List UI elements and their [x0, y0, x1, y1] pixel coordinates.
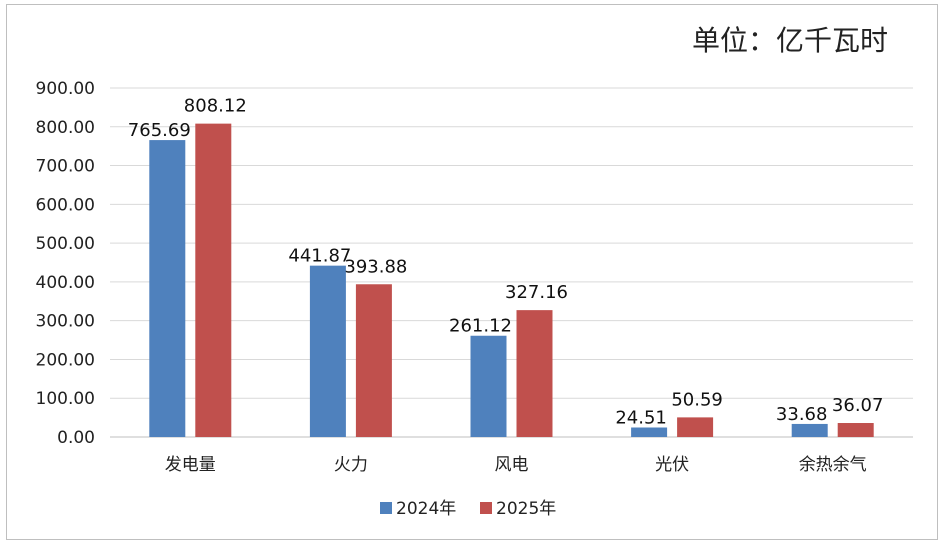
data-label: 24.51: [615, 407, 667, 428]
y-tick-label: 700.00: [36, 157, 95, 177]
data-label: 808.12: [184, 96, 247, 117]
y-tick-label: 800.00: [36, 118, 95, 138]
legend: 2024年 2025年: [380, 499, 556, 519]
y-tick-label: 900.00: [36, 79, 95, 99]
data-label: 36.07: [832, 395, 884, 416]
bar-series2: [837, 423, 874, 437]
data-label: 261.12: [449, 316, 512, 337]
x-axis-categories: 发电量 火力 风电 光伏 余热余气: [165, 455, 867, 475]
data-label: 393.88: [344, 256, 407, 277]
data-label: 327.16: [505, 282, 568, 303]
data-label: 441.87: [288, 246, 351, 267]
bar-series1: [149, 140, 186, 437]
y-tick-label: 600.00: [36, 195, 95, 215]
bar-series1: [791, 423, 828, 437]
bar-series2: [677, 417, 714, 437]
y-tick-label: 300.00: [36, 312, 95, 332]
legend-swatch: [380, 502, 392, 514]
y-tick-label: 500.00: [36, 234, 95, 254]
y-tick-label: 400.00: [36, 273, 95, 293]
data-label: 33.68: [776, 404, 828, 425]
category-label: 余热余气: [799, 455, 867, 475]
category-label: 风电: [495, 455, 529, 475]
bars: [149, 123, 874, 437]
gridlines: [110, 87, 913, 438]
bar-series2: [355, 284, 392, 437]
category-label: 发电量: [165, 455, 216, 475]
y-axis-ticks: 0.00 100.00 200.00 300.00 400.00 500.00 600.00…: [36, 79, 95, 448]
legend-label: 2025年: [496, 499, 556, 519]
data-label: 50.59: [671, 389, 723, 410]
bar-series1: [470, 335, 507, 437]
unit-label: 单位：亿千瓦时: [692, 24, 888, 57]
bar-series2: [516, 310, 553, 437]
bar-series1: [631, 427, 668, 437]
bar-series2: [195, 123, 232, 437]
y-tick-label: 0.00: [57, 428, 95, 448]
bar-series1: [309, 265, 346, 437]
legend-swatch: [480, 502, 492, 514]
category-label: 火力: [334, 455, 368, 475]
y-tick-label: 200.00: [36, 350, 95, 370]
legend-label: 2024年: [396, 499, 456, 519]
data-label: 765.69: [128, 120, 191, 141]
category-label: 光伏: [655, 455, 689, 475]
y-tick-label: 100.00: [36, 389, 95, 409]
